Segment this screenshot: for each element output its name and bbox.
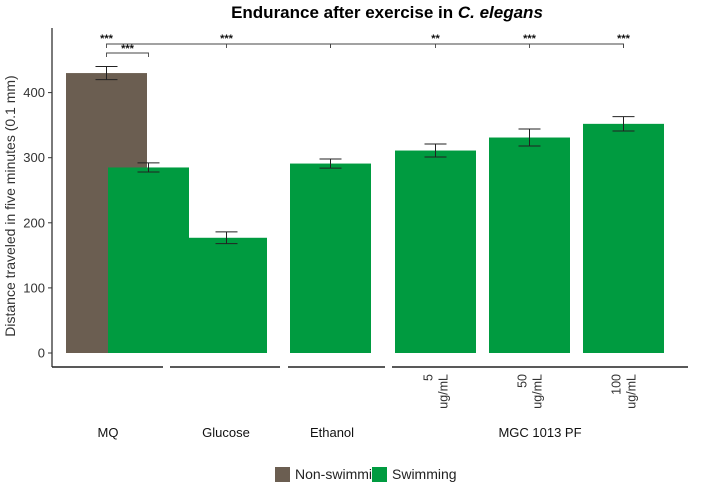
significance-label: *** (100, 33, 114, 45)
significance-bracket (330, 43, 624, 48)
x-sublabel-line: 50 (516, 374, 530, 388)
x-sublabel-line: ug/mL (437, 374, 451, 409)
error-bars-layer (95, 66, 635, 245)
significance-layer: ****** *** ** *** *** (100, 33, 631, 57)
bar (290, 163, 371, 353)
y-tick-label: 100 (23, 280, 45, 295)
x-group-label: Ethanol (310, 425, 354, 440)
y-tick-label: 200 (23, 215, 45, 230)
significance-label: *** (617, 33, 631, 45)
bar (583, 123, 664, 354)
significance-label: *** (121, 43, 135, 55)
x-sublabel-line: 100 (610, 374, 624, 395)
y-axis: 0 100 200 300 400 (23, 28, 53, 367)
x-sublabel: 100 ug/mL (610, 374, 639, 409)
significance-label: *** (523, 33, 537, 45)
x-group-label: Glucose (202, 425, 250, 440)
x-sublabel-line: ug/mL (625, 374, 639, 409)
x-sublabel-line: ug/mL (531, 374, 545, 409)
x-group-label: MGC 1013 PF (498, 425, 581, 440)
x-sublabel: 5 ug/mL (422, 374, 451, 409)
x-sublabel: 50 ug/mL (516, 374, 545, 409)
legend-label: Non-swimming (295, 466, 388, 482)
chart-title-species: C. elegans (458, 3, 543, 22)
bars-layer (66, 73, 664, 354)
legend: Non-swimming Swimming (275, 466, 457, 482)
x-group-label: MQ (98, 425, 119, 440)
x-sublabel-line: 5 (422, 374, 436, 381)
chart-title: Endurance after exercise in C. elegans (231, 3, 543, 22)
x-axis: MQ Glucose Ethanol MGC 1013 PF5 ug/mL 50 ug/mL… (52, 366, 688, 440)
y-axis-title: Distance traveled in five minutes (0.1 m… (2, 75, 18, 336)
y-tick-label: 300 (23, 150, 45, 165)
legend-swatch (275, 467, 290, 482)
bar (108, 167, 189, 353)
bar (186, 237, 267, 353)
y-tick-label: 400 (23, 85, 45, 100)
significance-bracket (106, 43, 331, 48)
chart-title-main: Endurance after exercise in (231, 3, 458, 22)
y-tick-label: 0 (38, 346, 45, 361)
bar (395, 150, 476, 353)
bar (489, 137, 570, 353)
significance-bracket (106, 52, 149, 57)
significance-label: ** (431, 33, 440, 45)
significance-label: *** (220, 33, 234, 45)
legend-swatch (372, 467, 387, 482)
legend-label: Swimming (392, 466, 457, 482)
